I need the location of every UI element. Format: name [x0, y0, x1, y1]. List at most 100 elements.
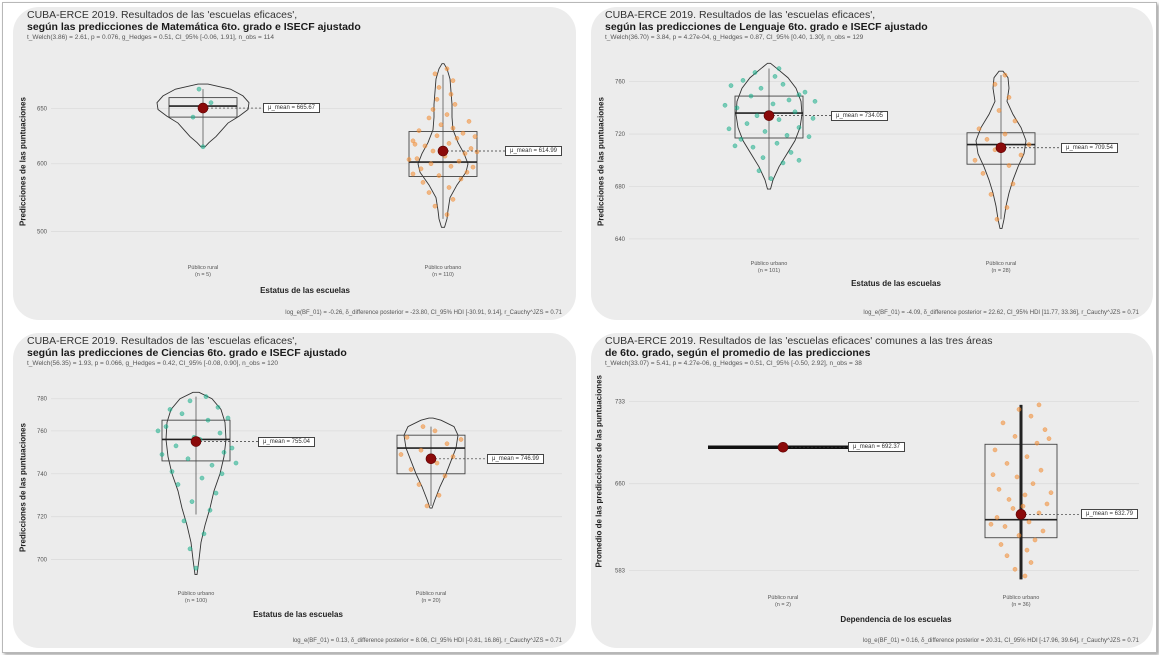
mean-marker	[995, 142, 1007, 154]
y-axis-label: Predicciones de las puntuaciones	[18, 97, 28, 226]
y-tick-label: 600	[37, 162, 48, 168]
category-name: Público rural	[767, 595, 799, 601]
mean-marker	[190, 436, 202, 447]
data-point	[446, 185, 452, 190]
mean-marker	[1015, 509, 1027, 520]
data-point	[1004, 553, 1010, 559]
data-point	[976, 126, 982, 132]
y-tick-label: 780	[37, 397, 48, 403]
data-point	[1012, 566, 1018, 572]
data-point	[229, 445, 235, 451]
panel-ciencias: CUBA-ERCE 2019. Resultados de las 'escue…	[13, 333, 576, 648]
violin	[403, 417, 459, 509]
data-point	[187, 398, 193, 404]
data-point	[972, 157, 978, 163]
data-point	[744, 121, 750, 126]
data-point	[748, 93, 754, 99]
data-point	[1002, 131, 1008, 137]
data-point	[193, 565, 199, 571]
data-point	[460, 130, 466, 136]
data-point	[169, 469, 175, 474]
data-point	[1044, 501, 1050, 507]
data-point	[780, 81, 786, 87]
data-point	[464, 169, 470, 175]
data-point	[434, 133, 440, 139]
data-point	[448, 91, 454, 97]
data-point	[1014, 474, 1020, 480]
chart-title: CUBA-ERCE 2019. Resultados de las 'escue…	[605, 9, 928, 33]
data-point	[416, 128, 422, 133]
data-point	[452, 102, 458, 107]
data-point	[233, 460, 239, 466]
data-point	[1046, 436, 1052, 441]
data-point	[1012, 434, 1018, 439]
data-point	[1002, 72, 1008, 78]
panel-promedio: CUBA-ERCE 2019. Resultados de las 'escue…	[591, 333, 1153, 648]
data-point	[1034, 440, 1040, 446]
data-point	[1026, 519, 1032, 525]
data-point	[406, 157, 412, 162]
data-point	[434, 460, 440, 466]
data-point	[1012, 118, 1018, 124]
data-point	[1016, 407, 1022, 412]
data-point	[190, 114, 196, 120]
data-point	[1024, 547, 1030, 553]
x-axis-label: Estatus de las escuelas	[260, 286, 350, 295]
stats-line: t_Welch(36.70) = 3.84, p = 4.27e-04, g_H…	[605, 34, 864, 41]
data-point	[1020, 503, 1026, 509]
y-tick-label: 720	[37, 515, 48, 521]
y-tick-label: 640	[615, 237, 626, 243]
data-point	[418, 447, 424, 453]
data-point	[215, 405, 221, 410]
data-point	[436, 492, 442, 498]
data-point	[1022, 492, 1028, 498]
data-point	[454, 136, 460, 141]
y-tick-label: 740	[37, 472, 48, 478]
bayes-footer: log_e(BF_01) = 0.16, δ_difference poster…	[862, 638, 1139, 644]
data-point	[1010, 181, 1016, 187]
data-point	[734, 105, 740, 111]
plot-area: 640 680 720 760	[615, 62, 1139, 243]
data-point	[1024, 454, 1030, 459]
violin	[156, 83, 250, 148]
x-category-label: Público rural (n = 2)	[768, 595, 799, 609]
mean-annotation: μ_mean = 692.37	[848, 442, 905, 453]
data-point	[788, 150, 794, 155]
data-point	[1028, 560, 1034, 565]
category-n: (n = 110)	[432, 272, 454, 278]
data-point	[420, 424, 426, 429]
data-point	[768, 176, 774, 181]
data-point	[786, 97, 792, 103]
data-point	[1042, 427, 1048, 432]
data-point	[196, 86, 202, 92]
data-point	[203, 394, 209, 399]
y-tick-label: 500	[37, 230, 48, 236]
data-point	[187, 546, 193, 552]
data-point	[458, 176, 464, 182]
data-point	[225, 415, 231, 421]
data-point	[726, 126, 732, 132]
data-point	[760, 155, 766, 160]
data-point	[446, 141, 452, 146]
data-point	[173, 443, 179, 449]
data-point	[812, 99, 818, 104]
violin	[417, 63, 469, 228]
chart-title: CUBA-ERCE 2019. Resultados de las 'escue…	[605, 335, 993, 359]
data-point	[175, 482, 181, 487]
violin	[735, 62, 803, 190]
data-point	[179, 411, 185, 417]
data-point	[1036, 402, 1042, 408]
data-point	[456, 158, 462, 164]
box	[966, 132, 1036, 165]
x-category-label: Público rural (n = 20)	[416, 591, 447, 605]
data-point	[774, 140, 780, 146]
data-point	[468, 146, 474, 151]
data-point	[199, 475, 205, 481]
data-point	[1018, 152, 1024, 158]
data-point	[1026, 142, 1032, 147]
x-category-label: Público urbano (n = 36)	[1003, 595, 1040, 609]
data-point	[1038, 467, 1044, 473]
data-point	[426, 190, 432, 195]
data-point	[185, 456, 191, 462]
data-point	[412, 141, 418, 147]
